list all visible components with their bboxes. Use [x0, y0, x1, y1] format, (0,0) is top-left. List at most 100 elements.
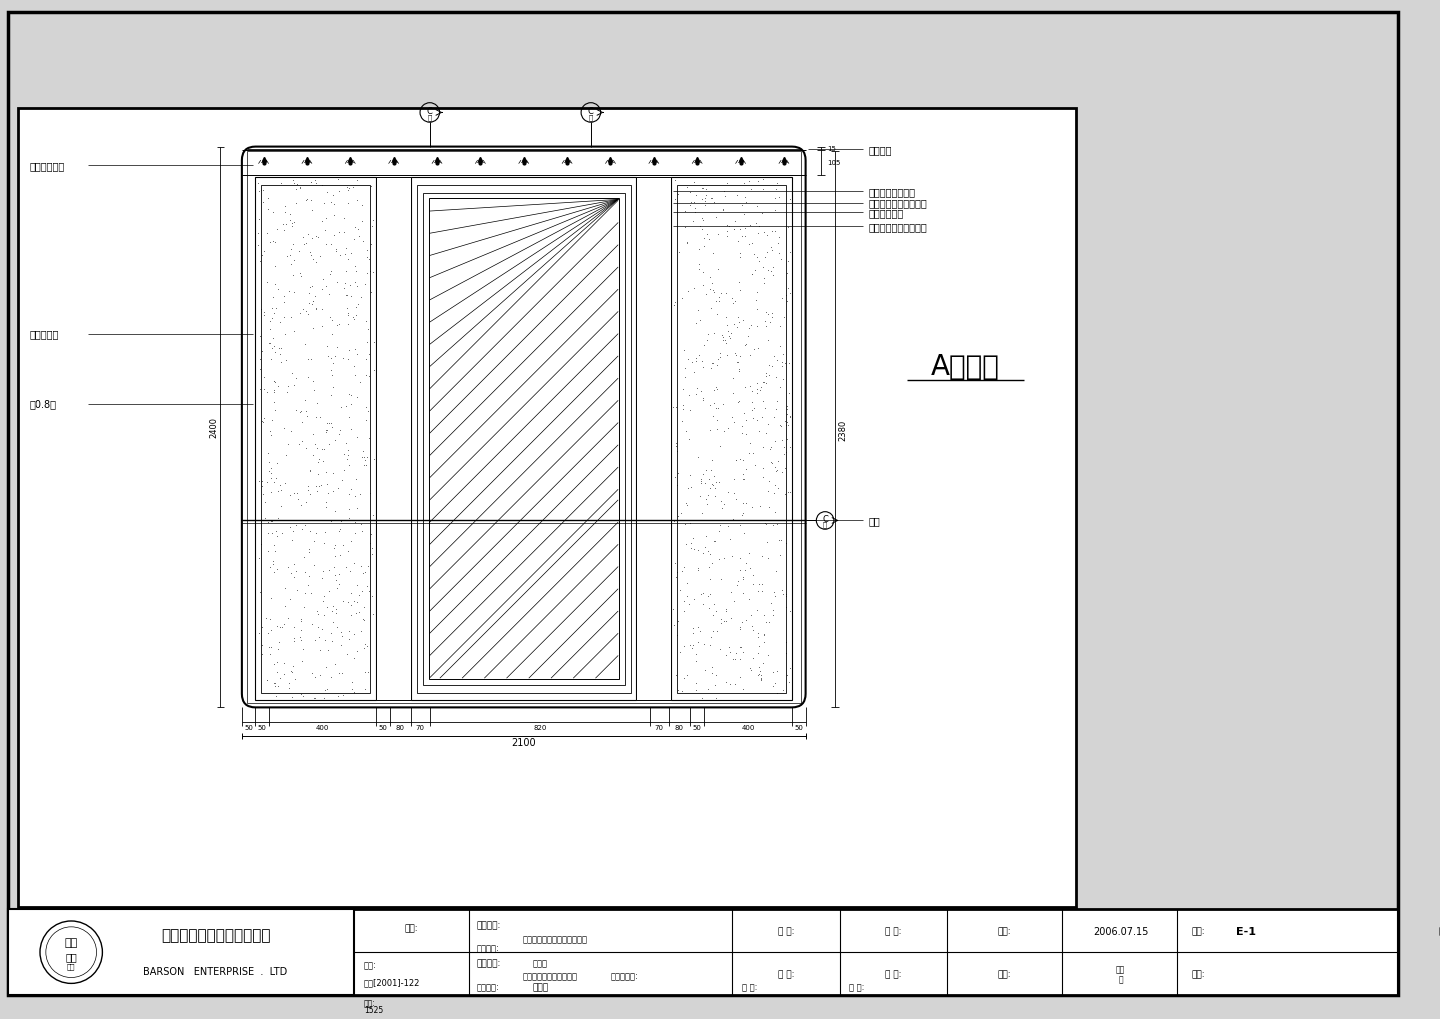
- Point: [324, 348, 347, 365]
- Point: [690, 192, 713, 208]
- Point: [262, 538, 285, 554]
- Point: [282, 633, 305, 649]
- Point: [690, 587, 713, 603]
- Point: [251, 647, 274, 663]
- Point: [259, 485, 282, 501]
- Text: 比例:: 比例:: [998, 969, 1011, 978]
- Point: [752, 655, 775, 672]
- Point: [664, 666, 687, 683]
- Point: [279, 212, 302, 228]
- Point: [311, 302, 334, 318]
- Point: [292, 236, 315, 253]
- Point: [665, 478, 688, 494]
- Point: [327, 317, 350, 333]
- Point: [776, 667, 799, 684]
- Bar: [636, 177, 671, 701]
- Point: [749, 382, 772, 398]
- Point: [291, 688, 314, 704]
- Point: [681, 620, 704, 636]
- Point: [776, 254, 799, 270]
- Point: [678, 198, 701, 214]
- Text: 审 定:: 审 定:: [742, 982, 757, 991]
- Point: [755, 319, 778, 335]
- Point: [772, 682, 795, 698]
- Point: [297, 369, 320, 385]
- Point: [768, 230, 791, 247]
- Point: [694, 194, 717, 210]
- Point: [320, 514, 343, 530]
- Point: [675, 575, 698, 591]
- Point: [360, 284, 383, 301]
- Point: [291, 641, 314, 657]
- Point: [721, 410, 744, 426]
- Point: [706, 422, 729, 438]
- Point: [292, 599, 315, 615]
- Text: BARSON   ENTERPRISE  .  LTD: BARSON ENTERPRISE . LTD: [144, 966, 288, 976]
- Point: [278, 248, 301, 264]
- Point: [336, 559, 359, 576]
- Point: [261, 526, 284, 542]
- Point: [288, 265, 311, 281]
- Point: [325, 317, 348, 333]
- Text: 金漆噴顶: 金漆噴顶: [868, 145, 891, 155]
- Point: [776, 280, 799, 297]
- Point: [693, 636, 716, 652]
- Point: [323, 433, 346, 449]
- Point: [672, 382, 696, 398]
- Point: [308, 629, 331, 645]
- Point: [674, 536, 697, 552]
- Point: [346, 429, 369, 445]
- Point: [252, 382, 275, 398]
- Point: [312, 453, 336, 470]
- Point: [325, 620, 348, 636]
- Point: [716, 228, 739, 245]
- Point: [331, 628, 354, 644]
- Point: [707, 293, 730, 310]
- Point: [760, 310, 783, 326]
- Point: [264, 234, 287, 251]
- Text: 2380: 2380: [838, 419, 848, 440]
- Point: [694, 491, 717, 507]
- Point: [693, 238, 716, 255]
- Point: [708, 346, 732, 363]
- Point: [300, 175, 323, 192]
- Point: [677, 352, 700, 368]
- Point: [264, 403, 287, 419]
- Point: [354, 681, 377, 697]
- Point: [256, 225, 279, 242]
- Point: [312, 196, 336, 212]
- Point: [696, 326, 719, 342]
- Point: [249, 381, 272, 397]
- Point: [727, 355, 750, 371]
- Point: [252, 195, 275, 211]
- Point: [347, 587, 370, 603]
- Text: 文号:: 文号:: [405, 924, 419, 932]
- Point: [343, 555, 366, 572]
- Point: [305, 525, 328, 541]
- Point: [350, 198, 373, 214]
- Point: [343, 684, 366, 700]
- Point: [756, 263, 779, 279]
- Point: [737, 445, 760, 462]
- Point: [327, 184, 350, 201]
- Point: [769, 547, 792, 564]
- Point: [690, 690, 713, 706]
- Point: [698, 572, 721, 588]
- Point: [331, 537, 354, 553]
- Point: [734, 195, 757, 211]
- Point: [323, 227, 346, 244]
- Point: [268, 634, 291, 650]
- Point: [285, 181, 308, 198]
- Text: 2006.07.15: 2006.07.15: [1093, 926, 1148, 935]
- Point: [704, 603, 727, 620]
- Text: 天津泰瑞房地产开发有限公司: 天津泰瑞房地产开发有限公司: [523, 934, 588, 944]
- Point: [678, 387, 701, 404]
- Point: [687, 542, 710, 558]
- Point: [684, 315, 707, 331]
- Point: [325, 274, 348, 290]
- Point: [714, 310, 737, 326]
- Point: [755, 369, 778, 385]
- Point: [678, 432, 701, 448]
- Point: [734, 337, 757, 354]
- Point: [302, 382, 325, 398]
